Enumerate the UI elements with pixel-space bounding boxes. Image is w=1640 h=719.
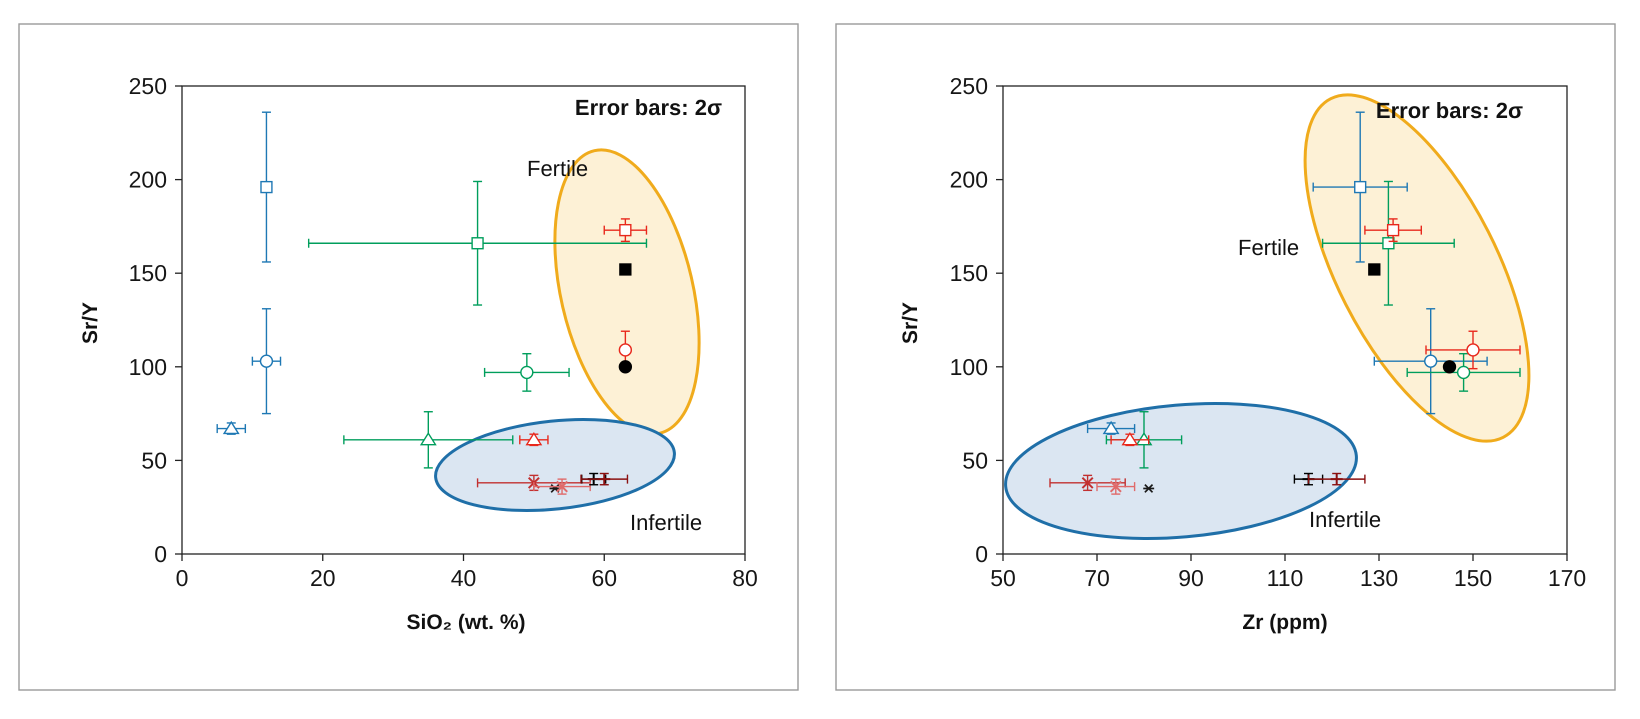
svg-text:150: 150	[129, 260, 167, 286]
svg-text:170: 170	[1548, 565, 1586, 591]
svg-text:Infertile: Infertile	[630, 510, 702, 535]
svg-text:100: 100	[950, 354, 988, 380]
svg-text:Error bars: 2σ: Error bars: 2σ	[575, 95, 722, 120]
svg-text:Error bars: 2σ: Error bars: 2σ	[1376, 98, 1523, 123]
svg-text:0: 0	[154, 541, 167, 567]
svg-text:70: 70	[1084, 565, 1110, 591]
svg-text:250: 250	[129, 73, 167, 99]
svg-text:50: 50	[962, 447, 988, 473]
svg-text:90: 90	[1178, 565, 1204, 591]
svg-text:110: 110	[1267, 565, 1304, 591]
svg-text:Zr (ppm): Zr (ppm)	[1242, 611, 1327, 634]
svg-text:250: 250	[950, 73, 988, 99]
svg-text:130: 130	[1360, 565, 1398, 591]
svg-text:150: 150	[1454, 565, 1492, 591]
svg-text:80: 80	[732, 565, 758, 591]
svg-text:60: 60	[591, 565, 617, 591]
svg-text:200: 200	[950, 167, 988, 193]
svg-text:SiO₂ (wt. %): SiO₂ (wt. %)	[407, 611, 526, 634]
svg-text:Sr/Y: Sr/Y	[79, 302, 102, 344]
svg-text:0: 0	[975, 541, 988, 567]
svg-text:150: 150	[950, 260, 988, 286]
svg-text:40: 40	[451, 565, 477, 591]
svg-text:Sr/Y: Sr/Y	[899, 302, 922, 344]
svg-text:Fertile: Fertile	[527, 156, 588, 181]
svg-text:0: 0	[176, 565, 189, 591]
svg-text:Fertile: Fertile	[1238, 235, 1299, 260]
svg-text:Infertile: Infertile	[1309, 507, 1381, 532]
svg-text:50: 50	[990, 565, 1016, 591]
svg-text:20: 20	[310, 565, 336, 591]
svg-text:200: 200	[129, 167, 167, 193]
svg-text:100: 100	[129, 354, 167, 380]
svg-text:50: 50	[141, 447, 167, 473]
